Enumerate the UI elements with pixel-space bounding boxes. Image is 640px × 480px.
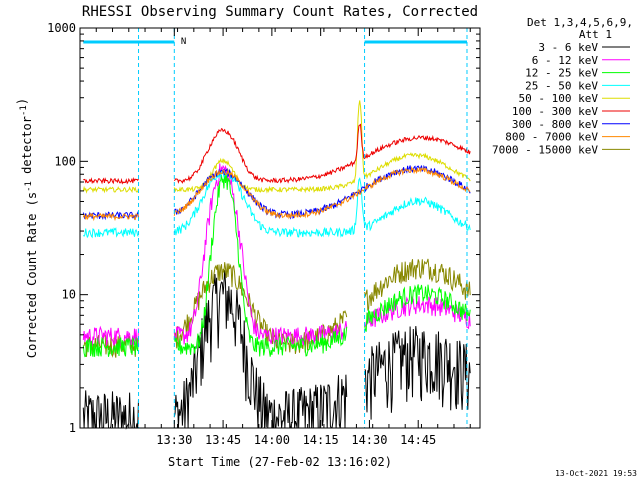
y-label-exponent: -1 <box>19 105 29 116</box>
y-tick-label: 1 <box>69 421 76 435</box>
series-line <box>82 270 471 430</box>
legend-label: 100 - 300 keV <box>512 105 598 118</box>
series-line <box>82 170 471 239</box>
x-tick-label: 14:30 <box>351 433 387 447</box>
y-tick-label: 100 <box>54 154 76 168</box>
flag-label: N <box>181 37 186 47</box>
x-tick-label: 14:00 <box>254 433 290 447</box>
legend-label: 6 - 12 keV <box>532 54 599 67</box>
legend-header-line1: Det 1,3,4,5,6,9, <box>527 16 633 29</box>
y-label-text: Corrected Count Rate (s <box>25 192 39 358</box>
x-tick-label: 14:15 <box>303 433 339 447</box>
plot-frame <box>79 27 481 429</box>
x-tick-label: 13:30 <box>156 433 192 447</box>
legend-label: 50 - 100 keV <box>519 92 599 105</box>
y-label-text: detector <box>20 116 34 181</box>
y-label-exponent: -1 <box>24 181 34 192</box>
x-tick-label: 14:45 <box>400 433 436 447</box>
legend-label: 800 - 7000 keV <box>505 131 598 144</box>
legend-label: 25 - 50 keV <box>525 79 598 92</box>
chart-title: RHESSI Observing Summary Count Rates, Co… <box>82 4 478 20</box>
series-line <box>82 172 471 358</box>
series-line <box>82 100 471 194</box>
y-label-text: ) <box>15 98 29 105</box>
y-axis: 1 10 100 1000 <box>47 21 480 435</box>
legend-label: 12 - 25 keV <box>525 67 598 80</box>
legend-label: 300 - 800 keV <box>512 118 598 131</box>
y-tick-label: 1000 <box>47 21 76 35</box>
legend-label: 3 - 6 keV <box>538 41 598 54</box>
timestamp: 13-Oct-2021 19:53 <box>555 469 637 478</box>
series-line <box>83 123 471 185</box>
x-axis-label: Start Time (27-Feb-02 13:16:02) <box>168 455 392 469</box>
series-line <box>82 163 471 348</box>
series-line <box>82 166 471 222</box>
y-tick-label: 10 <box>62 288 76 302</box>
observing-overlays: N <box>83 28 468 428</box>
legend-label: 7000 - 15000 keV <box>492 143 598 156</box>
x-axis: 13:30 13:45 14:00 14:15 14:30 14:45 <box>79 28 471 447</box>
y-axis-label: Corrected Count Rate (s-1 detector-1) <box>15 98 39 358</box>
x-tick-label: 13:45 <box>205 433 241 447</box>
traces-group <box>82 100 471 430</box>
legend-header-line2: Att 1 <box>579 28 612 41</box>
